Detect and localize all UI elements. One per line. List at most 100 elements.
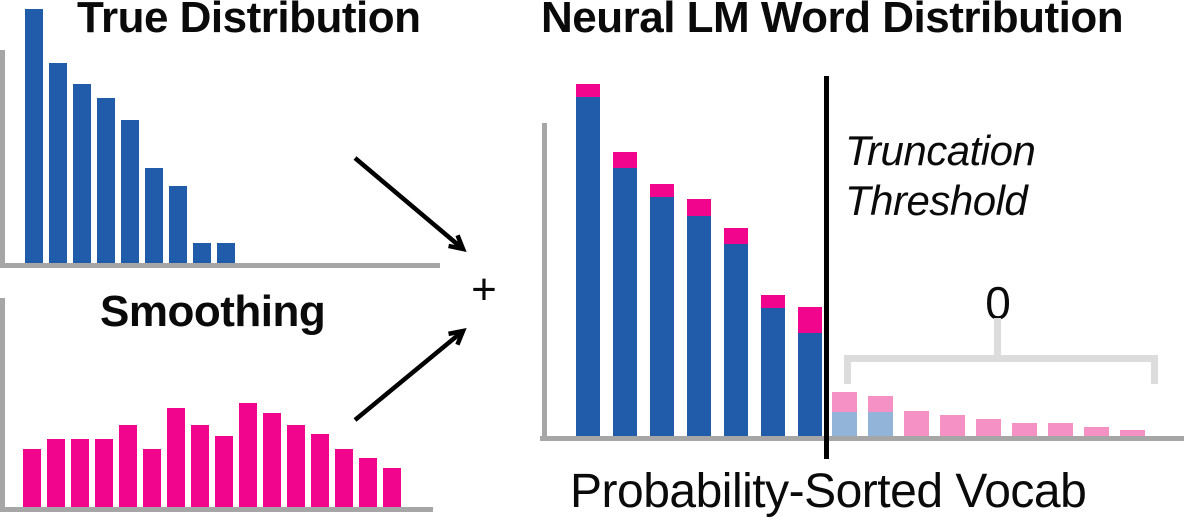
bar-segment-bar-blue [798, 333, 822, 436]
bar [940, 415, 965, 436]
bar-segment-faded-pink [1084, 427, 1109, 436]
bar-segment-bar-blue [613, 168, 637, 436]
bar-segment-bar-blue [73, 84, 91, 263]
true-distribution-bars [25, 0, 235, 263]
bar-segment-bar-blue [145, 168, 163, 263]
probability-sorted-vocab-label: Probability-Sorted Vocab [570, 465, 1087, 518]
bracket-right-tick-icon [1151, 355, 1158, 384]
bar [335, 449, 353, 507]
bar-segment-bar-blue [97, 98, 115, 263]
neural-lm-truncated-bars [832, 0, 1145, 436]
bar [576, 84, 600, 436]
bar-segment-bar-magenta [650, 184, 674, 197]
true-distribution-title: True Distribution [77, 0, 421, 42]
bar-segment-bar-blue [49, 63, 67, 263]
bar [215, 436, 233, 507]
bar [217, 243, 235, 263]
bar-segment-bar-magenta [263, 413, 281, 507]
bar-segment-bar-magenta [613, 152, 637, 168]
bar-segment-faded-pink [976, 419, 1001, 436]
bar [724, 228, 748, 436]
bar [798, 307, 822, 436]
bar-segment-bar-magenta [215, 436, 233, 507]
bar [95, 439, 113, 507]
bar [121, 120, 139, 263]
bar [1084, 427, 1109, 436]
bar [359, 458, 377, 507]
bar-segment-bar-magenta [359, 458, 377, 507]
bar [1120, 430, 1145, 436]
truncation-threshold-line [824, 76, 829, 459]
bar-segment-bar-magenta [724, 228, 748, 244]
smoothing-x-axis [0, 507, 433, 512]
bar [868, 396, 893, 436]
bar-segment-bar-blue [761, 308, 785, 436]
bar-segment-bar-magenta [239, 403, 257, 507]
smoothing-y-axis [0, 298, 5, 512]
bar [193, 243, 211, 263]
bar-segment-bar-magenta [119, 425, 137, 507]
bar-segment-bar-magenta [761, 295, 785, 308]
bar-segment-bar-magenta [71, 439, 89, 507]
bar [761, 295, 785, 436]
bar-segment-faded-pink [904, 411, 929, 436]
true-distribution-y-axis [0, 50, 5, 268]
bar [143, 449, 161, 507]
true-distribution-x-axis [0, 263, 440, 268]
bar [287, 425, 305, 507]
smoothing-bars [23, 0, 401, 507]
bar-segment-bar-blue [576, 97, 600, 436]
bar [832, 392, 857, 436]
bracket-left-tick-icon [844, 355, 851, 384]
truncation-threshold-label-line1: Truncation [845, 127, 1036, 174]
bar-segment-bar-magenta [576, 84, 600, 97]
bar [311, 434, 329, 507]
bar [687, 199, 711, 436]
bar-segment-bar-blue [687, 216, 711, 436]
bar-segment-bar-blue [121, 120, 139, 263]
bar-segment-bar-blue [25, 9, 43, 263]
bar [383, 468, 401, 507]
bar-segment-bar-blue [650, 197, 674, 436]
bar-segment-bar-blue [724, 244, 748, 436]
bar [976, 419, 1001, 436]
bar-segment-bar-magenta [167, 408, 185, 507]
neural-lm-title: Neural LM Word Distribution [541, 0, 1124, 42]
bracket-stem-icon [994, 318, 1001, 362]
bar [167, 408, 185, 507]
bar [191, 425, 209, 507]
bar [145, 168, 163, 263]
plus-operator-icon: + [471, 265, 497, 314]
bar [73, 84, 91, 263]
neural-lm-kept-bars [576, 0, 822, 436]
bracket-bar-icon [844, 355, 1158, 362]
bar-segment-bar-magenta [687, 199, 711, 216]
bar [169, 186, 187, 263]
bar-segment-bar-magenta [335, 449, 353, 507]
bar [239, 403, 257, 507]
bar-segment-bar-magenta [287, 425, 305, 507]
smoothing-title: Smoothing [100, 287, 326, 336]
bar-segment-bar-blue [193, 243, 211, 263]
bar [23, 449, 41, 507]
bar [97, 98, 115, 263]
bar-segment-bar-magenta [798, 307, 822, 333]
bar-segment-bar-magenta [311, 434, 329, 507]
bar-segment-bar-magenta [143, 449, 161, 507]
bar-segment-bar-magenta [191, 425, 209, 507]
bar-segment-faded-pink [940, 415, 965, 436]
bar-segment-bar-blue [169, 186, 187, 263]
bar [263, 413, 281, 507]
bar-segment-faded-pink [1048, 423, 1073, 436]
neural-lm-y-axis [542, 123, 547, 441]
bar-segment-faded-pink [1012, 423, 1037, 436]
bar-segment-faded-pink [1120, 430, 1145, 436]
bar-segment-bar-blue [217, 243, 235, 263]
truncation-threshold-label-line2: Threshold [845, 177, 1028, 224]
bar [1048, 423, 1073, 436]
bar [49, 63, 67, 263]
bar [650, 184, 674, 436]
bar-segment-bar-magenta [383, 468, 401, 507]
bar-segment-faded-blue [832, 412, 857, 436]
